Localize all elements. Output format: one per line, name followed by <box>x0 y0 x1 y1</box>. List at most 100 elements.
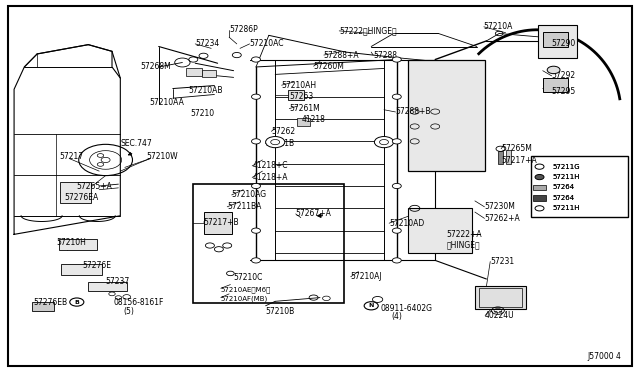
Text: 57211G: 57211G <box>552 164 580 170</box>
Text: 57276EB: 57276EB <box>33 298 67 307</box>
Circle shape <box>252 94 260 99</box>
Bar <box>60 182 91 203</box>
Text: 57264: 57264 <box>552 185 575 190</box>
Circle shape <box>374 137 394 148</box>
Text: 57276E: 57276E <box>82 261 111 270</box>
Text: 57211H: 57211H <box>552 205 580 211</box>
Text: 57276EA: 57276EA <box>64 193 99 202</box>
Bar <box>538 25 577 58</box>
Text: 57211BA: 57211BA <box>227 202 262 211</box>
Bar <box>288 90 304 100</box>
Text: 57295: 57295 <box>552 87 576 96</box>
Text: 57210A: 57210A <box>484 22 513 31</box>
Text: 57222+A: 57222+A <box>447 230 483 239</box>
Text: 57268M: 57268M <box>141 62 172 71</box>
Text: 57210: 57210 <box>191 109 215 118</box>
Circle shape <box>392 258 401 263</box>
Bar <box>543 32 568 46</box>
Text: 57288+A: 57288+A <box>324 51 360 60</box>
Text: 08911-6402G: 08911-6402G <box>380 304 432 312</box>
Circle shape <box>252 228 260 233</box>
Text: 57267+A: 57267+A <box>296 209 332 218</box>
Circle shape <box>252 258 260 263</box>
Bar <box>408 208 472 253</box>
Circle shape <box>392 57 401 62</box>
Text: 57261M: 57261M <box>289 104 320 113</box>
Text: 41218: 41218 <box>302 115 326 124</box>
Text: 57286P: 57286P <box>229 25 258 34</box>
Text: 41218+C: 41218+C <box>252 161 287 170</box>
Bar <box>533 185 546 190</box>
Text: 08156-8161F: 08156-8161F <box>113 298 164 307</box>
Bar <box>297 118 310 126</box>
Text: 57264: 57264 <box>552 185 575 190</box>
Bar <box>204 212 232 234</box>
Bar <box>498 151 503 164</box>
Bar <box>543 78 568 92</box>
Bar <box>193 184 344 303</box>
Text: 57263: 57263 <box>289 92 314 101</box>
Text: 57217+B: 57217+B <box>204 218 239 227</box>
Circle shape <box>252 183 260 189</box>
Text: 57210AC: 57210AC <box>250 39 284 48</box>
Text: 57288: 57288 <box>373 51 397 60</box>
Text: N: N <box>369 303 374 308</box>
Circle shape <box>364 302 378 310</box>
Bar <box>506 150 511 164</box>
Text: 57262: 57262 <box>271 127 296 136</box>
Text: 57265+A: 57265+A <box>77 182 113 190</box>
Text: 57210AF(MB): 57210AF(MB) <box>221 296 268 302</box>
Circle shape <box>392 183 401 189</box>
Circle shape <box>252 139 260 144</box>
Bar <box>59 239 97 250</box>
Text: 57211B: 57211B <box>266 139 295 148</box>
Circle shape <box>392 139 401 144</box>
Text: 57237: 57237 <box>105 278 129 286</box>
Text: B: B <box>74 299 79 305</box>
Circle shape <box>70 298 84 306</box>
Text: 57222（HINGE）: 57222（HINGE） <box>339 26 397 35</box>
Bar <box>479 288 522 307</box>
Text: 57262+A: 57262+A <box>484 214 520 223</box>
Text: 57211H: 57211H <box>552 174 580 180</box>
Bar <box>533 195 546 201</box>
Circle shape <box>547 66 560 74</box>
Text: 57234: 57234 <box>195 39 220 48</box>
Text: (5): (5) <box>124 307 134 316</box>
Text: 57211G: 57211G <box>552 164 580 170</box>
Circle shape <box>535 164 544 169</box>
Text: 57210AJ: 57210AJ <box>351 272 382 281</box>
Text: 57210H: 57210H <box>56 238 86 247</box>
Text: 57231: 57231 <box>490 257 515 266</box>
Bar <box>186 68 202 76</box>
Text: 57217: 57217 <box>60 152 84 161</box>
Circle shape <box>535 174 544 180</box>
Bar <box>531 156 628 217</box>
Text: 57210AA: 57210AA <box>149 98 184 107</box>
Text: 57230M: 57230M <box>484 202 515 211</box>
Text: 57211H: 57211H <box>552 174 580 180</box>
Bar <box>88 282 127 291</box>
Text: 57264: 57264 <box>552 195 575 201</box>
Text: 41218+A: 41218+A <box>252 173 287 182</box>
Text: SEC.747: SEC.747 <box>121 139 153 148</box>
Text: （HINGE）: （HINGE） <box>447 240 481 249</box>
Text: 57210AH: 57210AH <box>282 81 317 90</box>
Circle shape <box>252 57 260 62</box>
Circle shape <box>535 206 544 211</box>
Text: 57265M: 57265M <box>501 144 532 153</box>
Text: 57210AB: 57210AB <box>189 86 223 95</box>
Text: (4): (4) <box>391 312 402 321</box>
Text: 57260M: 57260M <box>314 62 344 71</box>
Text: 57210AD: 57210AD <box>389 219 424 228</box>
Text: 57210B: 57210B <box>266 307 295 316</box>
Bar <box>408 60 485 171</box>
Bar <box>32 302 54 311</box>
Text: 57292: 57292 <box>552 71 576 80</box>
Text: 40224U: 40224U <box>485 311 515 320</box>
Text: 57288+B: 57288+B <box>396 108 431 116</box>
Text: 57210AG: 57210AG <box>232 190 267 199</box>
Bar <box>202 70 216 77</box>
Circle shape <box>392 94 401 99</box>
Bar <box>475 286 526 309</box>
